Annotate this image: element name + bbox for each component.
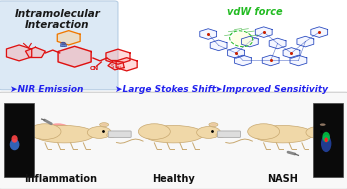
Polygon shape — [311, 27, 328, 37]
Text: N: N — [116, 66, 120, 70]
Ellipse shape — [253, 125, 313, 143]
Text: ➤Improved Sensitivity: ➤Improved Sensitivity — [215, 85, 328, 94]
Ellipse shape — [34, 125, 94, 143]
Text: CN: CN — [90, 66, 99, 71]
Text: S: S — [111, 64, 115, 69]
Polygon shape — [25, 47, 45, 57]
Ellipse shape — [143, 125, 204, 143]
Polygon shape — [235, 55, 251, 66]
Polygon shape — [283, 48, 300, 58]
Ellipse shape — [322, 132, 330, 142]
Ellipse shape — [107, 133, 116, 137]
Ellipse shape — [87, 127, 111, 138]
Polygon shape — [262, 55, 279, 66]
FancyBboxPatch shape — [313, 103, 343, 177]
FancyBboxPatch shape — [4, 103, 34, 177]
Ellipse shape — [51, 126, 64, 132]
Ellipse shape — [318, 123, 327, 127]
Text: ➤NIR Emission: ➤NIR Emission — [10, 85, 84, 94]
FancyBboxPatch shape — [218, 131, 240, 137]
Text: NASH: NASH — [268, 174, 298, 184]
Text: Intramolecular
Interaction: Intramolecular Interaction — [14, 9, 100, 30]
Polygon shape — [210, 40, 227, 51]
Text: a: a — [61, 42, 66, 48]
Polygon shape — [297, 36, 314, 47]
Text: Inflammation: Inflammation — [24, 174, 97, 184]
Text: ➤Large Stokes Shift: ➤Large Stokes Shift — [115, 85, 215, 94]
Ellipse shape — [209, 123, 218, 127]
Ellipse shape — [320, 123, 325, 126]
Ellipse shape — [101, 123, 107, 126]
Polygon shape — [290, 55, 307, 66]
Ellipse shape — [325, 133, 335, 137]
Polygon shape — [200, 29, 217, 39]
Ellipse shape — [324, 138, 328, 142]
Ellipse shape — [29, 124, 61, 139]
Polygon shape — [116, 58, 137, 71]
Ellipse shape — [321, 135, 331, 152]
Ellipse shape — [197, 127, 221, 138]
FancyBboxPatch shape — [0, 1, 118, 90]
FancyBboxPatch shape — [108, 131, 131, 137]
Ellipse shape — [216, 133, 226, 137]
Text: vdW force: vdW force — [227, 7, 283, 17]
Polygon shape — [255, 27, 272, 37]
Ellipse shape — [46, 123, 70, 135]
Ellipse shape — [138, 124, 170, 139]
Ellipse shape — [280, 127, 304, 138]
Polygon shape — [228, 48, 244, 58]
Polygon shape — [57, 31, 80, 45]
Text: Healthy: Healthy — [152, 174, 195, 184]
Polygon shape — [269, 38, 286, 49]
Polygon shape — [242, 36, 258, 47]
Ellipse shape — [286, 129, 299, 136]
Polygon shape — [108, 61, 124, 70]
Ellipse shape — [248, 124, 280, 139]
Ellipse shape — [211, 123, 216, 126]
FancyBboxPatch shape — [60, 44, 66, 46]
FancyBboxPatch shape — [0, 92, 347, 189]
Polygon shape — [106, 49, 130, 64]
Ellipse shape — [11, 135, 18, 143]
Ellipse shape — [10, 139, 19, 150]
Ellipse shape — [306, 127, 330, 138]
Polygon shape — [7, 45, 32, 61]
Ellipse shape — [231, 32, 253, 46]
Ellipse shape — [100, 123, 109, 127]
Polygon shape — [58, 46, 91, 67]
